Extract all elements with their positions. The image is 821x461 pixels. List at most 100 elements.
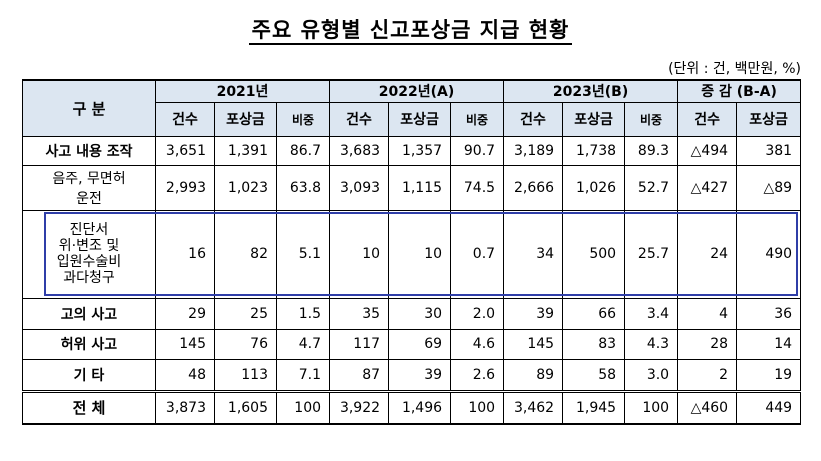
header-category: 구 분 (22, 79, 156, 137)
header-count-2022: 건수 (329, 101, 390, 137)
row-label: 기 타 (22, 358, 156, 392)
cell: 2,666 (503, 164, 564, 211)
cell: 3,189 (503, 135, 564, 166)
cell: 28 (677, 328, 738, 360)
header-change: 증 감 (B-A) (677, 79, 802, 103)
cell: 29 (155, 297, 215, 330)
cell: △89 (736, 164, 802, 211)
header-count-2021: 건수 (155, 101, 215, 137)
cell: 39 (503, 297, 564, 330)
header-count-2023: 건수 (503, 101, 564, 137)
cell: 4.3 (624, 328, 679, 360)
cell: 74.5 (450, 164, 505, 211)
cell: △460 (677, 389, 738, 425)
cell: 1,115 (388, 164, 452, 211)
cell: 3.4 (624, 297, 679, 330)
header-year-2022: 2022년(A) (329, 79, 505, 103)
cell: 4.6 (450, 328, 505, 360)
row-label: 고의 사고 (22, 297, 156, 330)
cell: △494 (677, 135, 738, 166)
header-change-reward: 포상금 (736, 101, 802, 137)
cell: 48 (155, 358, 215, 392)
cell: 3.0 (624, 358, 679, 392)
row-label: 전 체 (22, 389, 156, 425)
header-change-count: 건수 (677, 101, 738, 137)
cell: 25 (214, 297, 277, 330)
row-label-line: 위·변조 및 (58, 238, 120, 254)
cell: 19 (736, 358, 802, 392)
cell: 89.3 (624, 135, 679, 166)
cell: 2.0 (450, 297, 505, 330)
cell: 0.7 (450, 209, 505, 299)
cell: 3,462 (503, 389, 564, 425)
cell: △427 (677, 164, 738, 211)
cell: 39 (388, 358, 452, 392)
cell: 10 (329, 209, 390, 299)
row-label-line: 과다청구 (63, 270, 115, 286)
header-year-2023: 2023년(B) (503, 79, 679, 103)
cell: 100 (275, 389, 331, 425)
table-row: 기 타 48 113 7.1 87 39 2.6 89 58 3.0 2 19 (22, 358, 802, 392)
unit-note: (단위 : 건, 백만원, %) (668, 61, 801, 77)
table-row: 고의 사고 29 25 1.5 35 30 2.0 39 66 3.4 4 36 (22, 297, 802, 330)
cell: 100 (450, 389, 505, 425)
cell: 63.8 (275, 164, 331, 211)
cell: 1,023 (214, 164, 277, 211)
header-share-2023: 비중 (624, 101, 679, 137)
cell: 145 (155, 328, 215, 360)
cell: 3,651 (155, 135, 215, 166)
cell: 117 (329, 328, 390, 360)
cell: 2,993 (155, 164, 215, 211)
cell: 14 (736, 328, 802, 360)
header-share-2021: 비중 (275, 101, 331, 137)
page-title-text: 주요 유형별 신고포상금 지급 현황 (248, 18, 573, 45)
row-label: 진단서 위·변조 및 입원수술비 과다청구 (22, 209, 156, 299)
cell: 113 (214, 358, 277, 392)
cell: 58 (562, 358, 626, 392)
row-label-line: 운전 (76, 190, 102, 207)
row-label: 허위 사고 (22, 328, 156, 360)
header-reward-2022: 포상금 (388, 101, 452, 137)
cell: 69 (388, 328, 452, 360)
header-reward-2021: 포상금 (214, 101, 277, 137)
cell: 5.1 (275, 209, 331, 299)
row-label-line: 진단서 (69, 222, 109, 238)
cell: 86.7 (275, 135, 331, 166)
cell: 490 (736, 209, 802, 299)
row-label: 사고 내용 조작 (22, 135, 156, 166)
cell: 1,945 (562, 389, 626, 425)
cell: 52.7 (624, 164, 679, 211)
cell: 1,026 (562, 164, 626, 211)
row-label: 음주, 무면허 운전 (22, 164, 156, 211)
cell: 1.5 (275, 297, 331, 330)
cell: 3,093 (329, 164, 390, 211)
cell: 4.7 (275, 328, 331, 360)
header-year-2021: 2021년 (154, 79, 331, 103)
cell: 3,683 (329, 135, 390, 166)
cell: 10 (388, 209, 452, 299)
cell: 1,605 (214, 389, 277, 425)
cell: 381 (736, 135, 802, 166)
cell: 82 (214, 209, 277, 299)
cell: 16 (155, 209, 215, 299)
cell: 35 (329, 297, 390, 330)
cell: 1,357 (388, 135, 452, 166)
cell: 24 (677, 209, 738, 299)
table-row: 사고 내용 조작 3,651 1,391 86.7 3,683 1,357 90… (22, 135, 802, 166)
cell: 36 (736, 297, 802, 330)
cell: 1,496 (388, 389, 452, 425)
statistics-table: 구 분 2021년 2022년(A) 2023년(B) 증 감 (B-A) 건수… (22, 79, 802, 425)
cell: 34 (503, 209, 564, 299)
cell: 1,738 (562, 135, 626, 166)
table-row: 허위 사고 145 76 4.7 117 69 4.6 145 83 4.3 2… (22, 328, 802, 360)
header-reward-2023: 포상금 (562, 101, 626, 137)
cell: 500 (562, 209, 626, 299)
row-label-line: 음주, 무면허 (52, 170, 126, 187)
cell: 3,922 (329, 389, 390, 425)
cell: 145 (503, 328, 564, 360)
cell: 100 (624, 389, 679, 425)
cell: 83 (562, 328, 626, 360)
cell: 4 (677, 297, 738, 330)
cell: 87 (329, 358, 390, 392)
cell: 3,873 (155, 389, 215, 425)
